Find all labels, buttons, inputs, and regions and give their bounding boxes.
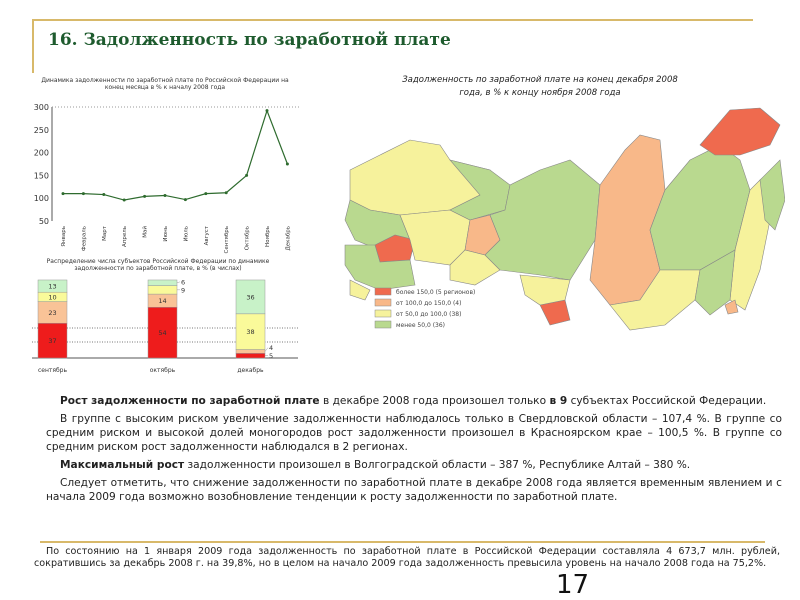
paragraph-2: В группе с высоким риском увеличение зад… [46, 413, 782, 453]
bar-segment [147, 285, 178, 295]
x-tick-label: октябрь [150, 367, 176, 374]
legend-swatch [374, 309, 392, 318]
data-label: 4 [269, 344, 273, 352]
data-point [143, 194, 147, 198]
map-region-caucasus [349, 279, 371, 301]
legend-label: менее 50,0 (36) [396, 322, 445, 329]
bar-segment [235, 349, 266, 354]
frame-line-left [32, 19, 34, 73]
bar-segment [235, 279, 266, 315]
x-tick-label: Март [102, 225, 108, 241]
bar-segment [235, 353, 266, 359]
series-line [63, 108, 288, 201]
x-tick-label: сентябрь [38, 367, 68, 374]
map-region-south-siberia [519, 274, 571, 306]
x-tick-label: Май [142, 226, 149, 238]
map-region-amur [694, 249, 736, 316]
x-tick-label: Июнь [163, 226, 169, 242]
y-tick-label: 150 [34, 171, 49, 180]
paragraph-1: Рост задолженности по заработной плате в… [46, 394, 782, 408]
x-tick-label: декабрь [237, 367, 264, 374]
divider-line [40, 541, 765, 543]
russia-map: более 150,0 (5 регионов) от 100,0 до 150,… [344, 107, 785, 331]
data-point [122, 198, 126, 202]
map-region-jewish [724, 299, 739, 315]
label-leader [264, 347, 269, 352]
data-label: 37 [48, 337, 56, 345]
bar-chart-title: Распределение числа субъектов Российской… [46, 258, 270, 272]
label-leader [176, 281, 181, 283]
data-point [245, 173, 249, 177]
data-label: 36 [246, 293, 254, 301]
analysis-text: Рост задолженности по заработной плате в… [46, 394, 782, 508]
bold-phrase: в 9 [549, 395, 568, 407]
data-label: 38 [246, 328, 254, 336]
page-title: 16. Задолженность по заработной плате [48, 30, 451, 50]
x-tick-label: Июль [183, 226, 189, 242]
line-chart: 50 100 150 200 250 300 Январь Февраль Март Апрель… [34, 103, 300, 253]
text-span: в декабре 2008 года произошел только [319, 395, 550, 407]
data-point [183, 198, 187, 202]
footnote: По состоянию на 1 января 2009 года задол… [34, 546, 780, 569]
bar-segment [147, 279, 178, 286]
map-title: Задолженность по заработной плате на кон… [402, 75, 678, 98]
y-tick-label: 200 [34, 149, 49, 158]
bar-segment [37, 322, 68, 359]
data-point [285, 162, 289, 166]
paragraph-4: Следует отметить, что снижение задолженн… [46, 477, 782, 503]
text-span: субъектах Российской Федерации. [567, 395, 767, 407]
legend-label: от 50,0 до 100,0 (38) [396, 311, 461, 318]
legend-swatch [374, 287, 392, 296]
x-tick-label: Октябрь [245, 226, 251, 250]
page-number: 17 [556, 570, 590, 600]
data-label: 14 [158, 297, 166, 305]
x-tick-label: Август [204, 225, 210, 245]
map-region-chukotka [699, 107, 781, 156]
bold-phrase: Рост задолженности по заработной плате [60, 395, 320, 407]
data-point [265, 109, 269, 113]
data-label: 9 [181, 286, 185, 294]
line-chart-title: Динамика задолженности по заработной пла… [41, 77, 289, 91]
bar-segment [37, 279, 68, 293]
y-tick-label: 50 [39, 217, 49, 226]
x-tick-label: Апрель [122, 226, 128, 247]
frame-line-top [33, 19, 753, 21]
bold-phrase: Максимальный рост [60, 459, 185, 471]
bar-chart: 37 23 10 13 сентябрь 54 14 96 октябрь 54 38 36 декаб… [32, 278, 298, 374]
legend-label: более 150,0 (5 регионов) [396, 289, 475, 296]
data-point [204, 192, 208, 196]
y-tick-label: 250 [34, 126, 49, 135]
x-tick-label: Сентябрь [224, 226, 230, 253]
data-label: 10 [48, 293, 56, 301]
data-label: 5 [269, 352, 273, 360]
data-point [61, 192, 65, 196]
y-tick-label: 100 [34, 194, 49, 203]
x-tick-label: Ноябрь [265, 226, 271, 247]
x-tick-label: Декабрь [285, 226, 291, 251]
data-label: 23 [48, 309, 56, 317]
map-region-komi [449, 159, 511, 221]
bar-segment [147, 306, 178, 359]
map-region-west-siberia [484, 159, 601, 281]
map-region-kamchatka [759, 159, 785, 231]
data-point [81, 192, 85, 196]
legend-swatch [374, 298, 392, 307]
legend-label: от 100,0 до 150,0 (4) [396, 300, 461, 307]
x-tick-label: Январь [61, 226, 67, 247]
paragraph-3: Максимальный рост задолженности произоше… [46, 458, 782, 472]
text-span: задолженности произошел в Волгоградской … [184, 459, 691, 471]
data-point [224, 191, 228, 195]
data-label: 13 [48, 283, 56, 291]
map-legend: более 150,0 (5 регионов) от 100,0 до 150,… [374, 287, 475, 329]
legend-swatch [374, 320, 392, 329]
x-tick-label: Февраль [81, 226, 87, 251]
data-label: 6 [181, 278, 185, 286]
data-label: 54 [158, 329, 166, 337]
y-tick-label: 300 [34, 103, 49, 112]
data-point [163, 193, 167, 197]
map-region-south [344, 244, 416, 291]
data-point [102, 193, 106, 197]
